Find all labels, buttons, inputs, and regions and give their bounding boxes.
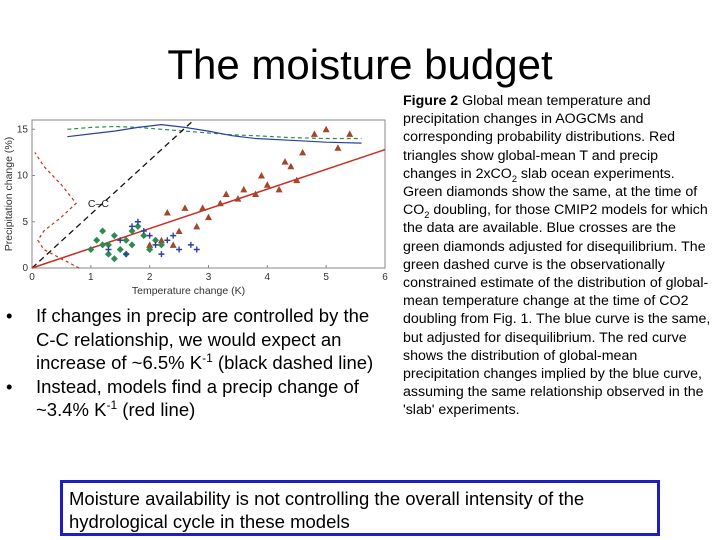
x-axis-label: Temperature change (K) — [132, 285, 245, 297]
cross-point — [105, 246, 112, 253]
diamond-point — [104, 241, 112, 249]
diamond-point — [116, 246, 124, 253]
bullet-item-1: • If changes in precip are controlled by… — [6, 304, 392, 375]
cross-point — [176, 246, 183, 253]
diamond-point — [140, 232, 148, 240]
triangle-point — [157, 236, 165, 244]
caption-lead: Figure 2 — [403, 93, 459, 109]
x-tick-label: 6 — [382, 272, 388, 283]
diamond-point — [128, 241, 136, 249]
bullet-1-sup: -1 — [202, 350, 213, 365]
triangle-point — [240, 185, 248, 193]
triangle-point — [193, 222, 201, 230]
figure-caption: Figure 2 Global mean temperature and pre… — [403, 92, 715, 420]
caption-part-1: Global mean temperature and precipitatio… — [403, 93, 676, 182]
x-tick-label: 2 — [147, 272, 153, 283]
triangle-point — [234, 195, 242, 202]
red-dashed-curve — [34, 152, 80, 269]
triangle-point — [287, 162, 295, 170]
x-tick-label: 4 — [265, 272, 271, 283]
x-tick-label: 3 — [206, 272, 212, 283]
cc-dashed-line — [31, 119, 195, 269]
scatter-plot: 0 1 2 3 4 5 6 0 5 10 15 Temperature change (K) Preci… — [3, 119, 388, 297]
bullet-list: • If changes in precip are controlled by… — [6, 304, 392, 422]
conclusion-text: Moisture availability is not controlling… — [69, 488, 585, 532]
cross-point — [123, 251, 130, 258]
caption-part-2: slab ocean experiments. Green diamonds s… — [403, 165, 698, 219]
cross-point — [117, 237, 124, 244]
cross-point — [134, 218, 141, 225]
bullet-item-2: • Instead, models find a precip change o… — [6, 375, 392, 422]
y-tick-label: 0 — [22, 263, 28, 274]
cross-point — [146, 232, 153, 239]
blue-curve — [67, 123, 362, 144]
cross-point — [170, 232, 177, 239]
green-dashed-curve — [67, 125, 362, 140]
y-tick-label: 15 — [17, 124, 29, 135]
cross-point — [152, 241, 159, 248]
diamond-point — [87, 246, 95, 253]
bullet-1-text-a: If changes in precip are controlled by t… — [36, 305, 370, 373]
triangle-point — [275, 185, 283, 193]
triangle-point — [175, 227, 183, 234]
bullet-marker: • — [6, 305, 13, 326]
bullet-2-sup: -1 — [106, 397, 118, 412]
fit-red-line — [31, 148, 386, 269]
triangle-point — [252, 190, 260, 197]
triangle-point — [146, 241, 154, 248]
diamond-point — [110, 255, 118, 263]
triangle-point — [216, 199, 224, 207]
slide-title: The moisture budget — [167, 41, 553, 88]
diamond-point — [110, 232, 118, 240]
triangle-point — [346, 130, 354, 137]
triangle-point — [281, 158, 289, 165]
diamond-point — [157, 241, 165, 249]
triangle-point — [181, 204, 189, 211]
diamond-point — [146, 246, 154, 253]
triangle-point — [334, 144, 342, 151]
triangle-point — [310, 130, 318, 137]
diamond-point — [93, 236, 101, 244]
diamond-point — [122, 236, 130, 244]
cc-annotation: C–C — [88, 198, 109, 210]
x-tick-label: 1 — [88, 272, 94, 283]
bullet-marker: • — [6, 375, 13, 397]
y-tick-label: 5 — [22, 217, 28, 228]
triangle-point — [163, 209, 171, 216]
cross-point — [140, 228, 147, 234]
cross-point — [158, 251, 165, 258]
x-tick-label: 5 — [323, 272, 329, 283]
y-tick-label: 10 — [17, 171, 29, 182]
cross-point — [187, 241, 194, 248]
cross-point — [129, 223, 136, 230]
caption-part-3: doubling, for those CMIP2 models for whi… — [403, 202, 711, 419]
triangle-point — [222, 190, 230, 197]
y-axis-label: Precipitation change (%) — [3, 137, 15, 251]
diamond-point — [128, 227, 136, 235]
triangle-point — [169, 241, 177, 248]
cross-point — [164, 237, 171, 244]
triangle-point — [257, 172, 265, 179]
triangle-point — [322, 125, 330, 133]
bullet-2-text-a: Instead, models find a precip change of … — [36, 375, 359, 421]
diamond-point — [104, 250, 112, 258]
triangle-point — [263, 181, 271, 188]
cross-point — [193, 246, 200, 253]
diamond-point — [99, 227, 107, 235]
conclusion-box: Moisture availability is not controlling… — [60, 480, 660, 536]
bullet-1-text-b: (black dashed line) — [212, 352, 374, 373]
x-tick-label: 0 — [29, 272, 35, 283]
caption-sub-1: 2 — [511, 173, 517, 184]
bullet-2-text-b: (red line) — [117, 399, 196, 420]
triangle-point — [205, 213, 212, 221]
diamond-point — [134, 222, 142, 230]
triangle-point — [293, 176, 301, 184]
triangle-point — [199, 204, 207, 211]
diamond-point — [152, 236, 160, 244]
caption-sub-2: 2 — [424, 210, 430, 221]
diamond-point — [99, 241, 107, 249]
triangle-point — [299, 148, 307, 156]
